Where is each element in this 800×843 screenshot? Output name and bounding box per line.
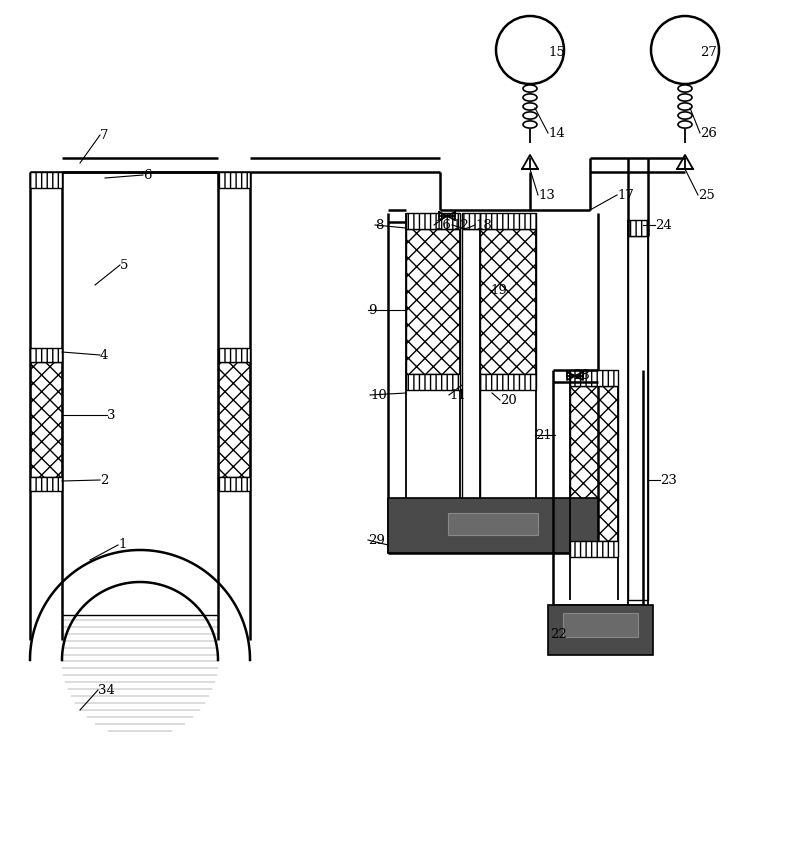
Text: 20: 20	[500, 394, 517, 406]
Bar	[570, 541, 618, 557]
Bar	[570, 370, 618, 386]
Text: 24: 24	[655, 218, 672, 232]
Text: 11: 11	[449, 389, 466, 401]
Text: 12: 12	[452, 218, 469, 232]
Text: 13: 13	[538, 189, 555, 201]
Ellipse shape	[523, 94, 537, 101]
Ellipse shape	[523, 112, 537, 119]
Bar	[388, 498, 598, 553]
Bar	[548, 605, 653, 655]
Text: 26: 26	[700, 126, 717, 139]
Bar	[480, 229, 536, 374]
Text: 8: 8	[375, 218, 383, 232]
Circle shape	[651, 16, 719, 84]
Text: 9: 9	[368, 303, 377, 316]
Bar	[218, 477, 250, 491]
Text: 28: 28	[573, 368, 590, 382]
Ellipse shape	[678, 112, 692, 119]
Text: 29: 29	[368, 534, 385, 546]
Bar	[462, 229, 480, 543]
Text: 6: 6	[143, 169, 151, 181]
Bar	[218, 362, 250, 477]
Bar	[480, 374, 536, 390]
Text: 14: 14	[548, 126, 565, 139]
Text: 7: 7	[100, 128, 109, 142]
Text: 4: 4	[100, 348, 108, 362]
Bar	[406, 229, 460, 374]
Bar	[406, 374, 460, 390]
Text: 21: 21	[535, 428, 552, 442]
Text: 25: 25	[698, 189, 714, 201]
Ellipse shape	[523, 85, 537, 92]
Bar	[406, 213, 460, 229]
Bar	[628, 236, 648, 600]
Bar	[462, 213, 480, 229]
Text: 22: 22	[550, 629, 566, 642]
Bar	[30, 348, 62, 362]
Text: 19: 19	[490, 283, 507, 297]
Bar	[218, 348, 250, 362]
Text: 2: 2	[100, 474, 108, 486]
Circle shape	[496, 16, 564, 84]
Ellipse shape	[523, 103, 537, 110]
Bar	[448, 513, 538, 535]
Bar	[30, 172, 62, 188]
Bar	[30, 362, 62, 477]
Bar	[218, 172, 250, 188]
Text: 15: 15	[548, 46, 565, 58]
Bar	[628, 220, 648, 236]
Text: 10: 10	[370, 389, 386, 401]
Text: 23: 23	[660, 474, 677, 486]
Ellipse shape	[678, 94, 692, 101]
Text: 17: 17	[617, 189, 634, 201]
Text: 34: 34	[98, 684, 115, 696]
Bar	[30, 477, 62, 491]
Bar	[570, 386, 618, 541]
Text: 3: 3	[107, 409, 115, 422]
Text: 1: 1	[118, 539, 126, 551]
Text: 5: 5	[120, 259, 128, 271]
Text: 27: 27	[700, 46, 717, 58]
Text: 16: 16	[434, 218, 451, 232]
Bar	[480, 213, 536, 229]
Ellipse shape	[678, 85, 692, 92]
Ellipse shape	[678, 121, 692, 128]
Text: 18: 18	[475, 218, 492, 232]
Bar	[563, 613, 638, 637]
Ellipse shape	[523, 121, 537, 128]
Ellipse shape	[678, 103, 692, 110]
